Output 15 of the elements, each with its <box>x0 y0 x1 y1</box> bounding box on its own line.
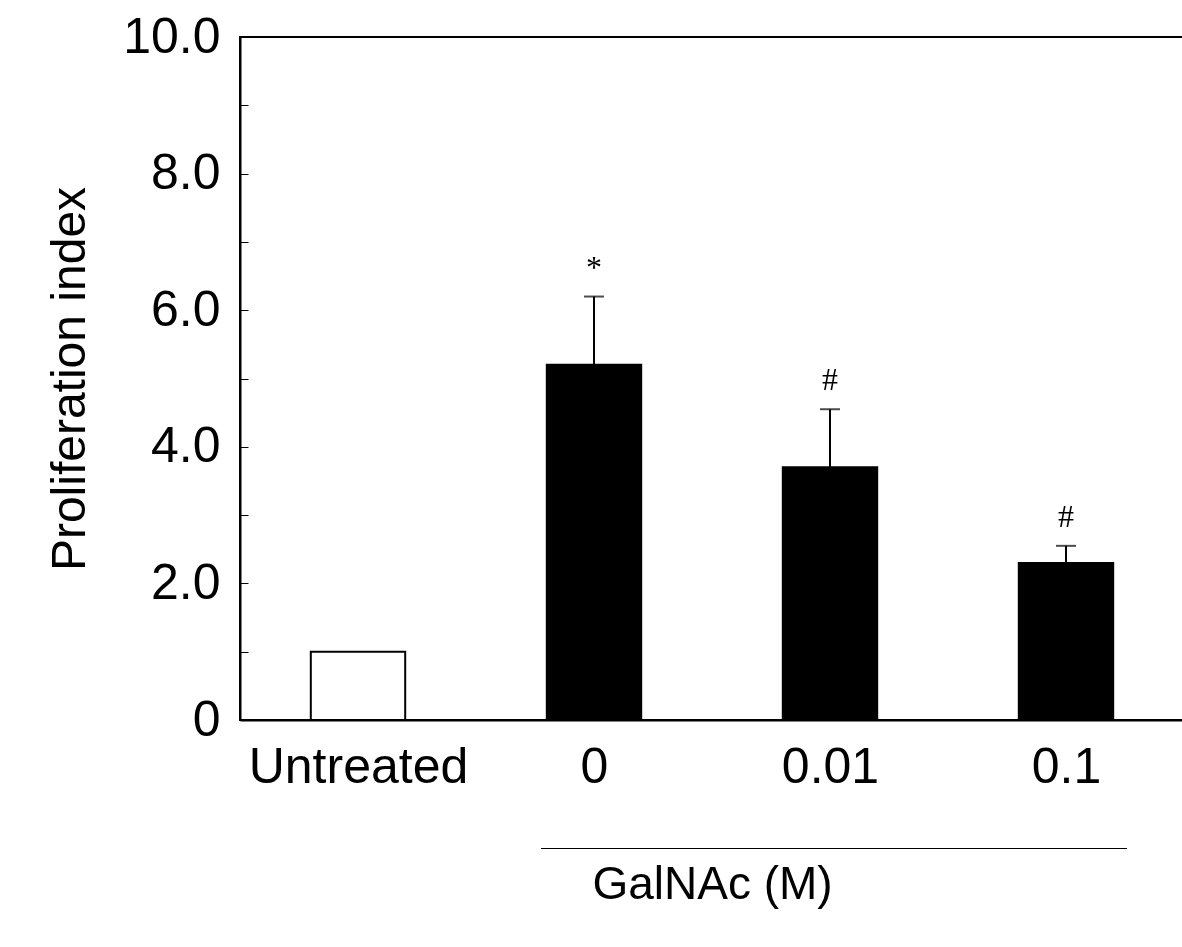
annotation: * <box>586 248 602 285</box>
y-tick-label: 10.0 <box>123 7 221 64</box>
y-tick-label: 4.0 <box>150 417 221 474</box>
y-tick-label: 2.0 <box>150 553 221 610</box>
x-tick-label: Untreated <box>248 737 469 794</box>
annotation: # <box>1058 497 1074 534</box>
x-tick-label: 0.1 <box>1031 737 1102 794</box>
y-axis-title: Proliferation index <box>42 186 96 572</box>
x-tick-label: 0 <box>580 737 609 794</box>
y-tick-label: 0 <box>192 690 221 747</box>
x-tick-label: 0.01 <box>781 737 880 794</box>
y-tick-label: 8.0 <box>150 144 221 201</box>
y-tick-label: 6.0 <box>150 280 221 337</box>
x-axis-title: GalNAc (M) <box>592 856 833 909</box>
annotation: # <box>822 361 838 398</box>
